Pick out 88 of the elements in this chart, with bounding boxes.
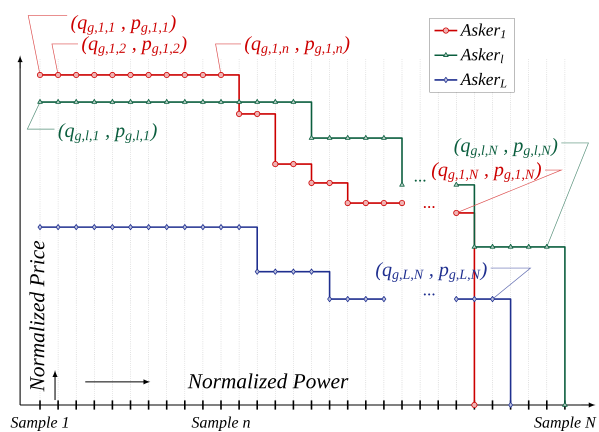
point [398,200,406,206]
point [109,72,116,78]
point [92,224,97,230]
point [164,224,170,230]
text: (q$_{g,1,n}$ , p$_{g,1,n}$) [245,36,350,56]
point [308,180,315,186]
point [218,98,224,104]
point [38,224,42,230]
point [362,200,369,206]
point [164,72,170,78]
point [344,200,351,206]
x-axis-title: Normalized Power [188,373,348,388]
point [218,224,224,230]
point [381,134,387,140]
point [92,98,98,104]
point [291,268,296,275]
point [146,72,152,78]
point [37,98,43,104]
point [74,224,79,230]
annotation: ... [414,179,426,182]
point [236,98,242,104]
point [182,224,188,230]
point [55,98,61,104]
point [200,224,206,230]
point [272,98,278,104]
point [490,296,495,302]
point [56,224,61,230]
point [164,98,170,104]
point [290,98,296,104]
point [128,98,134,104]
annotation: ... [424,293,435,296]
point [272,160,278,167]
point [345,296,350,302]
point [127,72,134,78]
point [453,210,460,216]
point [508,244,514,248]
x-tick-label: Sample n [192,416,250,431]
legend-label: Asker$_{L}$ [460,72,506,88]
point [471,402,478,408]
point [526,244,532,248]
text: (q$_{g,1,1}$ , p$_{g,1,1}$) [71,14,176,35]
point [73,72,80,78]
point [236,224,242,230]
point [128,224,133,230]
point [110,98,116,104]
point [146,224,152,230]
point [380,200,387,206]
point [490,244,496,248]
point [363,296,368,302]
point [544,244,550,248]
point [472,296,477,302]
annotation: (q$_{g,1,N}$ , p$_{g,1,N}$) [432,162,541,182]
point [55,72,62,78]
point [399,182,405,186]
point [363,134,369,140]
point [382,296,386,302]
annotation: (q$_{g,l,N}$ , p$_{g,l,N}$) [454,138,558,158]
point [236,110,242,117]
point [290,160,296,167]
point [309,268,314,275]
point [146,98,152,104]
point [326,180,333,186]
point [182,72,188,78]
point [182,98,188,104]
text: (q$_{g,1,2}$ , p$_{g,1,2}$) [82,36,186,56]
annotation: ... [424,206,435,208]
point [110,224,115,230]
point [91,72,98,78]
point [218,72,224,78]
y-axis-title: Normalized Price [29,240,44,392]
point [272,268,278,275]
point [36,72,44,78]
point [454,182,460,186]
annotation: (q$_{g,l,1}$ , p$_{g,l,1}$) [58,122,157,143]
x-tick-label: Sample N [534,416,597,431]
point [472,244,478,248]
legend-label: Asker$_{l}$ [460,48,504,64]
legend-label: Asker$_{1}$ [460,23,505,38]
point [73,98,79,104]
point [344,134,350,140]
x-tick-label: Sample 1 [10,416,68,431]
point [254,268,260,275]
point [254,110,260,117]
point [254,98,260,104]
point [454,296,459,302]
point [200,72,206,78]
point [326,134,332,140]
point [200,98,206,104]
